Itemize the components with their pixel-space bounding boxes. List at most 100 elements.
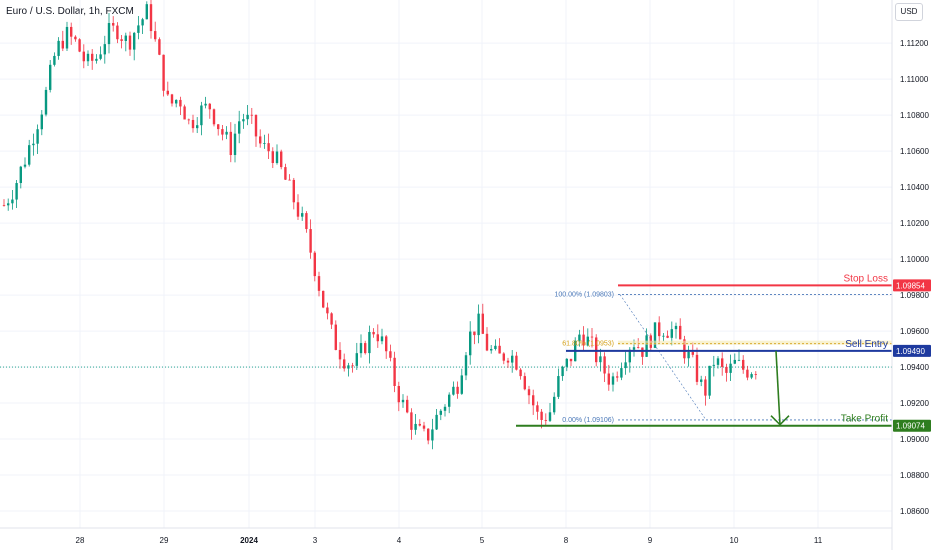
trade-levels: Stop Loss 1.09854 Sell Entry 1.09490 Take Pr…: [516, 273, 931, 432]
y-tick-label: 1.10600: [900, 147, 929, 156]
candle-body: [721, 358, 724, 367]
candle-body: [553, 396, 556, 413]
candle-body: [162, 54, 165, 91]
y-tick-label: 1.09200: [900, 399, 929, 408]
candle-body: [460, 375, 463, 394]
candle-body: [473, 331, 476, 336]
x-tick-label: 4: [397, 536, 402, 545]
candle-body: [263, 143, 266, 144]
candle-body: [595, 337, 598, 363]
candle-body: [716, 358, 720, 365]
candle-body: [309, 229, 312, 253]
level-label-take-profit: Take Profit: [841, 414, 888, 425]
candle-body: [53, 55, 56, 65]
price-badge-bg: [893, 419, 931, 432]
candle-body: [116, 25, 119, 40]
candle-body: [32, 143, 35, 146]
candle-body: [65, 26, 69, 49]
candle-body: [221, 129, 224, 135]
candle-body: [704, 379, 707, 396]
candle-body: [204, 103, 207, 106]
candle-body: [170, 94, 174, 104]
x-tick-label: 5: [480, 536, 485, 545]
candle-body: [11, 199, 14, 204]
x-tick-label: 8: [564, 536, 569, 545]
candle-body: [498, 345, 501, 354]
candle-body: [313, 252, 316, 277]
candle-body: [511, 355, 514, 363]
y-tick-label: 1.09600: [900, 327, 929, 336]
candle-body: [658, 322, 661, 337]
candle-body: [179, 99, 182, 107]
candle-body: [494, 345, 497, 350]
candle-body: [708, 365, 711, 396]
candle-body: [347, 365, 350, 369]
y-tick-label: 1.11200: [900, 39, 929, 48]
candle-body: [485, 333, 489, 351]
candle-body: [292, 179, 295, 203]
candle-body: [653, 322, 657, 348]
candle-body: [271, 151, 274, 163]
candle-body: [372, 331, 375, 335]
candle-body: [616, 376, 619, 378]
candle-body: [645, 335, 648, 357]
candle-body: [70, 26, 73, 37]
candle-body: [603, 356, 606, 374]
time-axis: 28 29 2024 3 4 5 8 9 10 11: [0, 527, 892, 545]
candle-body: [519, 369, 522, 377]
candle-body: [557, 376, 560, 397]
candle-body: [317, 276, 321, 291]
candle-body: [322, 290, 325, 308]
candle-body: [334, 324, 337, 350]
price-badge-bg: [893, 279, 931, 292]
x-tick-label: 29: [160, 536, 169, 545]
candle-body: [196, 125, 199, 129]
candle-body: [288, 179, 291, 181]
candle-body: [103, 44, 106, 55]
candle-body: [78, 39, 81, 52]
candle-body: [569, 358, 573, 362]
y-tick-label: 1.10200: [900, 219, 929, 228]
candle-body: [267, 143, 270, 152]
candle-body: [502, 353, 505, 361]
candle-body: [359, 343, 363, 354]
price-badge-bg: [893, 344, 931, 357]
candle-body: [187, 119, 190, 121]
fib-level-label: 61.80% (1.0953): [562, 341, 614, 348]
candle-body: [410, 412, 413, 430]
candle-body: [700, 379, 703, 382]
candle-body: [158, 39, 161, 55]
candle-body: [695, 354, 699, 382]
candle-body: [40, 114, 43, 130]
candle-body: [389, 351, 392, 358]
y-tick-label: 1.09800: [900, 291, 929, 300]
currency-button[interactable]: USD: [895, 3, 923, 21]
candle-body: [712, 364, 715, 366]
candle-body: [284, 167, 287, 180]
candle-body: [44, 89, 48, 115]
candle-body: [536, 405, 539, 412]
candle-body: [637, 347, 640, 349]
candle-body: [632, 347, 636, 350]
candle-body: [154, 31, 157, 40]
candle-body: [57, 40, 60, 56]
candle-body: [217, 124, 220, 130]
candle-body: [742, 359, 745, 370]
candle-body: [82, 51, 85, 62]
candle-body: [305, 213, 308, 230]
candle-body: [99, 54, 102, 59]
candle-body: [208, 103, 211, 110]
candle-body: [124, 35, 127, 41]
y-tick-label: 1.08600: [900, 507, 929, 516]
x-tick-label: 10: [730, 536, 739, 545]
candle-body: [490, 349, 493, 351]
candle-body: [431, 429, 434, 441]
candle-body: [149, 4, 153, 32]
fib-trendline: [619, 294, 707, 421]
candle-body: [540, 411, 543, 420]
candle-body: [750, 374, 753, 378]
candle-body: [422, 425, 426, 429]
candle-body: [23, 164, 27, 167]
candle-body: [737, 359, 741, 361]
